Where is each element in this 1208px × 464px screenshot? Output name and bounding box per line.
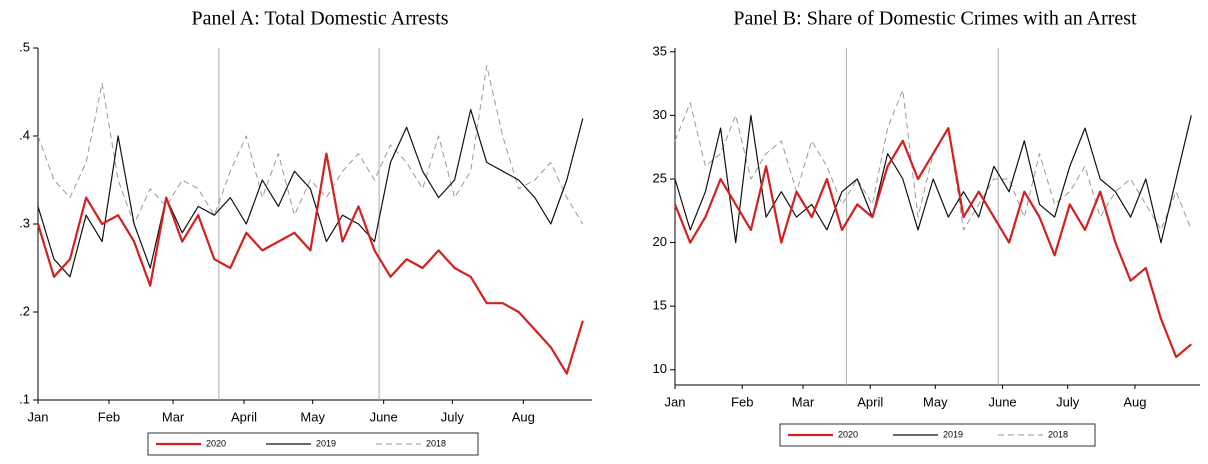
legend-label: 2020 [206, 438, 226, 448]
x-tick-label: April [857, 394, 883, 409]
x-tick-label: Aug [1123, 394, 1146, 409]
legend-label: 2020 [838, 429, 858, 439]
x-tick-label: April [231, 409, 257, 424]
y-tick-label: .5 [19, 39, 30, 54]
x-tick-label: Aug [512, 409, 535, 424]
y-tick-label: 35 [653, 43, 667, 58]
legend-label: 2019 [943, 429, 963, 439]
y-tick-label: 20 [653, 234, 667, 249]
legend-label: 2018 [1048, 429, 1068, 439]
x-tick-label: May [300, 409, 325, 424]
x-tick-label: Jan [665, 394, 686, 409]
x-tick-label: Mar [792, 394, 815, 409]
y-tick-label: .4 [19, 127, 30, 142]
x-tick-label: Feb [98, 409, 120, 424]
y-tick-label: 25 [653, 170, 667, 185]
series-line [673, 127, 1193, 359]
series-line [37, 65, 584, 225]
y-tick-label: .2 [19, 303, 30, 318]
x-tick-label: Feb [731, 394, 753, 409]
x-tick-label: July [441, 409, 465, 424]
chart-title: Panel B: Share of Domestic Crimes with a… [733, 8, 1137, 30]
x-tick-label: June [370, 409, 398, 424]
legend-box [147, 432, 479, 456]
y-tick-label: .1 [19, 391, 30, 406]
legend-label: 2018 [426, 438, 446, 448]
series-line [37, 109, 584, 278]
y-tick-label: .3 [19, 215, 30, 230]
series-line [674, 89, 1192, 231]
legend-label: 2019 [316, 438, 336, 448]
series-line [36, 152, 584, 375]
y-tick-label: 10 [653, 361, 667, 376]
y-tick-label: 30 [653, 107, 667, 122]
chart-title: Panel A: Total Domestic Arrests [191, 8, 448, 30]
x-tick-label: July [1056, 394, 1080, 409]
x-tick-label: Jan [28, 409, 49, 424]
x-tick-label: Mar [162, 409, 185, 424]
y-tick-label: 15 [653, 298, 667, 313]
x-tick-label: May [923, 394, 948, 409]
x-tick-label: June [988, 394, 1016, 409]
